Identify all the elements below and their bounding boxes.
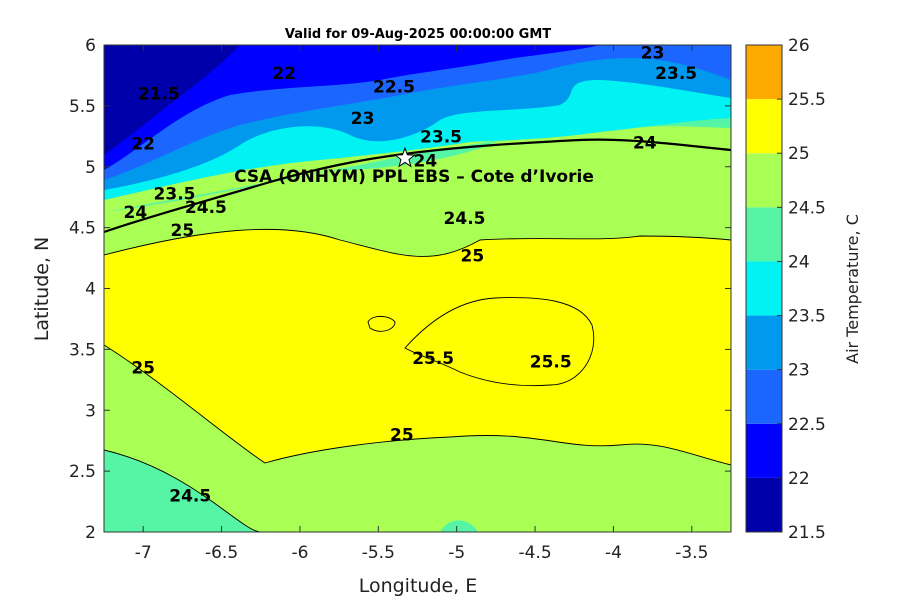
x-tick-label: -4 [605, 543, 622, 563]
y-axis-title: Latitude, N [31, 237, 53, 342]
colorbar-swatch [746, 153, 782, 208]
band-22-22.5 [104, 45, 600, 170]
plot-area [104, 45, 731, 532]
band-24-24.5-south [440, 520, 478, 532]
contour-label: 25 [390, 426, 414, 446]
colorbar-tick-label: 23 [788, 361, 810, 381]
colorbar-tick-label: 22 [788, 469, 810, 489]
colorbar-tick-label: 26 [788, 36, 810, 56]
contour-line-25-north [104, 228, 731, 257]
y-axis: 22.533.544.555.56 [69, 36, 731, 543]
contour-line-25-south [104, 344, 731, 466]
band-24-24.5-southwest [104, 450, 260, 532]
y-tick-label: 5 [85, 158, 96, 178]
contour-label: 23.5 [420, 127, 462, 147]
contour-label: 25 [461, 247, 485, 267]
colorbar-swatch [746, 261, 782, 316]
colorbar-tick-label: 24 [788, 252, 810, 272]
contour-label: 24 [414, 152, 438, 172]
contour-label: 23.5 [655, 64, 697, 84]
x-tick-label: -3.5 [675, 543, 708, 563]
colorbar-swatch [746, 423, 782, 478]
band-25.5-26-patch [404, 297, 595, 387]
colorbar-tick-label: 21.5 [788, 523, 826, 543]
colorbar: 21.5 22 22.5 23 23.5 24 24.5 25 25.5 26 [745, 36, 826, 543]
colorbar-tick-label: 25.5 [788, 90, 826, 110]
colorbar-swatch [746, 99, 782, 154]
x-tick-label: -6.5 [205, 543, 238, 563]
contour-label: 24 [633, 133, 657, 153]
contour-label: 23 [351, 109, 375, 129]
contour-label: 25.5 [530, 353, 572, 373]
x-axis: -7 -6.5 -6 -5.5 -5 -4.5 -4 -3.5 [135, 45, 708, 563]
band-25.5-26-small-patch [367, 315, 396, 332]
contour-label: 24.5 [444, 209, 486, 229]
colorbar-swatch [746, 315, 782, 370]
colorbar-swatch [746, 477, 782, 532]
contour-label: 24.5 [169, 486, 211, 506]
contour-label: 22 [272, 64, 296, 84]
site-label: CSA (ONHYM) PPL EBS – Cote d’Ivorie [234, 167, 594, 187]
contour-label: 23.5 [154, 185, 196, 205]
contour-label: 24.5 [185, 198, 227, 218]
band-21.5-22 [104, 45, 240, 155]
contour-label: 25 [131, 359, 155, 379]
x-tick-label: -5 [448, 543, 465, 563]
x-axis-title: Longitude, E [359, 575, 478, 597]
coastline [104, 138, 731, 234]
y-tick-label: 5.5 [69, 97, 96, 117]
contour-line-24.5-south [104, 449, 261, 532]
x-tick-label: -5.5 [362, 543, 395, 563]
y-tick-label: 3.5 [69, 340, 96, 360]
site-star-marker [394, 146, 416, 168]
contour-label: 23 [641, 43, 665, 63]
y-tick-label: 2 [85, 523, 96, 543]
band-25-25.5 [104, 229, 731, 465]
y-tick-label: 4.5 [69, 219, 96, 239]
chart-title: Valid for 09-Aug-2025 00:00:00 GMT [285, 27, 551, 42]
contour-label: 24 [124, 203, 148, 223]
colorbar-swatch [746, 207, 782, 262]
y-tick-label: 2.5 [69, 462, 96, 482]
colorbar-swatch [746, 369, 782, 424]
x-tick-label: -7 [135, 543, 152, 563]
contour-label: 22.5 [373, 77, 415, 97]
contour-label: 22 [131, 135, 155, 155]
site-group: CSA (ONHYM) PPL EBS – Cote d’Ivorie [234, 146, 594, 187]
contour-label: 25.5 [412, 349, 454, 369]
colorbar-frame [745, 44, 783, 533]
colorbar-tick-label: 23.5 [788, 307, 826, 327]
colorbar-tick-label: 25 [788, 144, 810, 164]
contour-label: 21.5 [138, 85, 180, 105]
x-tick-label: -6 [291, 543, 308, 563]
colorbar-tick-label: 24.5 [788, 198, 826, 218]
y-tick-label: 4 [85, 280, 96, 300]
y-tick-label: 6 [85, 36, 96, 56]
colorbar-swatch [746, 45, 782, 100]
band-24.5-25-coast [104, 124, 731, 257]
y-tick-label: 3 [85, 401, 96, 421]
colorbar-title: Air Temperature, C [843, 214, 862, 364]
contour-label: 25 [171, 221, 195, 241]
x-tick-label: -4.5 [518, 543, 551, 563]
colorbar-tick-label: 22.5 [788, 415, 826, 435]
